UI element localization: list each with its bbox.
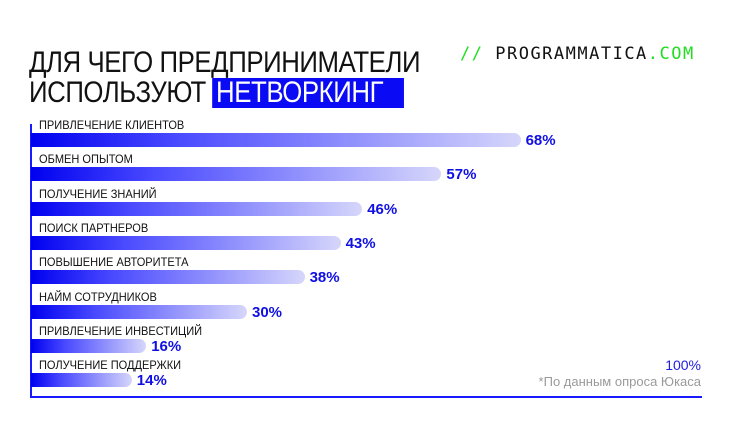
- logo-name: PROGRAMMATICA: [495, 44, 648, 64]
- bar: [31, 304, 247, 319]
- value-label: 30%: [252, 303, 283, 321]
- category-label: ПОИСК ПАРТНЕРОВ: [39, 220, 149, 235]
- bar: [31, 338, 147, 353]
- bar: [31, 133, 521, 147]
- category-label: ПОЛУЧЕНИЕ ЗНАНИЙ: [39, 186, 157, 201]
- logo-tld: .COM: [647, 44, 695, 64]
- value-label: 68%: [525, 132, 556, 149]
- logo-slashes: //: [460, 44, 484, 64]
- chart-title-line2: ИСПОЛЬЗУЮТ НЕТВОРКИНГ: [29, 78, 404, 108]
- value-label: 38%: [309, 269, 340, 287]
- bar: [31, 201, 363, 216]
- value-label: 46%: [367, 200, 398, 218]
- category-label: ОБМЕН ОПЫТОМ: [39, 152, 133, 167]
- axis-max-label: 100%: [665, 357, 701, 373]
- footnote: *По данным опроса Юкаса: [538, 374, 701, 389]
- title-highlight: НЕТВОРКИНГ: [212, 78, 404, 108]
- value-label: 57%: [446, 166, 477, 184]
- title-plain: ИСПОЛЬЗУЮТ: [29, 76, 206, 109]
- bar: [31, 270, 305, 285]
- bar: [31, 373, 132, 388]
- chart-title-line1: ДЛЯ ЧЕГО ПРЕДПРИНИМАТЕЛИ: [29, 46, 421, 79]
- category-label: ПОЛУЧЕНИЕ ПОДДЕРЖКИ: [39, 358, 182, 373]
- y-axis-line: [30, 124, 32, 398]
- category-label: НАЙМ СОТРУДНИКОВ: [39, 289, 157, 304]
- value-label: 14%: [136, 372, 167, 390]
- value-label: 16%: [151, 337, 182, 355]
- x-axis-line: [30, 396, 702, 398]
- category-label: ПРИВЛЕЧЕНИЕ КЛИЕНТОВ: [39, 118, 185, 132]
- logo: // PROGRAMMATICA.COM: [460, 44, 695, 64]
- value-label: 43%: [345, 234, 376, 252]
- bar: [31, 235, 341, 250]
- category-label: ПОВЫШЕНИЕ АВТОРИТЕТА: [39, 255, 189, 270]
- category-label: ПРИВЛЕЧЕНИЕ ИНВЕСТИЦИЙ: [39, 323, 203, 338]
- bar: [31, 167, 442, 182]
